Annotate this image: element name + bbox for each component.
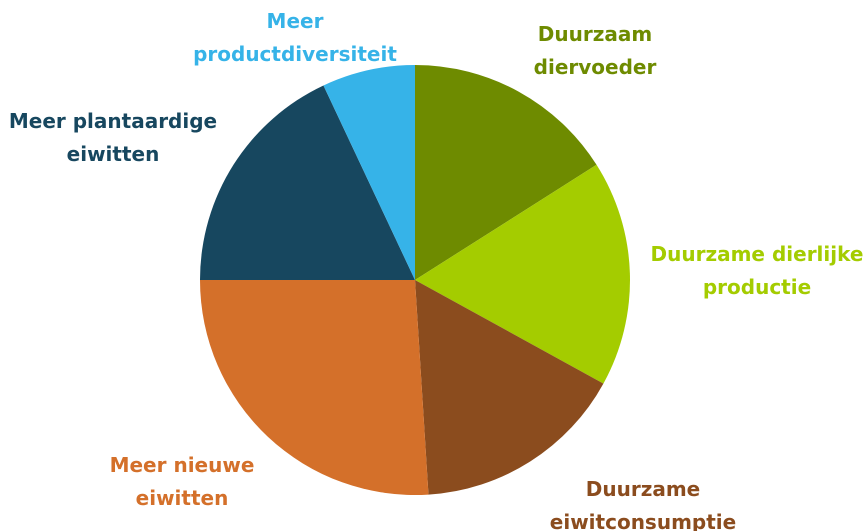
label-line: eiwitten xyxy=(136,486,229,510)
slice-label: Duurzame eiwitconsumptie xyxy=(550,477,736,531)
pie-slice xyxy=(200,280,429,495)
label-line: Meer xyxy=(267,9,324,33)
label-line: Meer plantaardige xyxy=(9,109,217,133)
label-line: eiwitten xyxy=(67,142,160,166)
label-line: Meer nieuwe xyxy=(110,453,255,477)
pie-slice xyxy=(200,85,415,280)
slice-label: Meer nieuwe eiwitten xyxy=(110,453,255,510)
label-line: eiwitconsumptie xyxy=(550,510,736,531)
pie-slice xyxy=(323,65,415,280)
slice-label: Duurzaam diervoeder xyxy=(534,22,657,79)
slice-label: Duurzame dierlijke productie xyxy=(651,242,864,299)
label-line: productie xyxy=(703,275,811,299)
pie-slice xyxy=(415,65,597,280)
label-line: diervoeder xyxy=(534,55,657,79)
label-line: Duurzaam xyxy=(538,22,652,46)
pie-slice xyxy=(415,280,604,495)
label-line: Duurzame dierlijke xyxy=(651,242,864,266)
slice-label: Meer productdiversiteit xyxy=(193,9,397,66)
label-line: productdiversiteit xyxy=(193,42,397,66)
slice-label: Meer plantaardige eiwitten xyxy=(9,109,217,166)
label-line: Duurzame xyxy=(586,477,700,501)
pie-slice xyxy=(415,164,630,384)
